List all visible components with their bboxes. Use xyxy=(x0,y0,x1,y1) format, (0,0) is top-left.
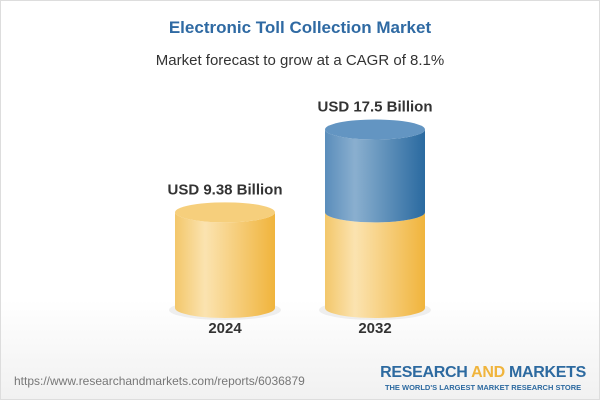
cylinder-top xyxy=(175,202,275,223)
cylinder-chart: USD 9.38 Billion 2024 USD 17.5 Billion 2032 xyxy=(167,99,432,338)
logo-tagline: THE WORLD'S LARGEST MARKET RESEARCH STOR… xyxy=(384,383,582,392)
cylinder-bar-growth xyxy=(325,129,425,223)
source-url[interactable]: https://www.researchandmarkets.com/repor… xyxy=(14,374,305,388)
data-label: USD 9.38 Billion xyxy=(167,181,282,198)
cylinder-bar-base xyxy=(325,212,425,318)
cylinder-top xyxy=(325,119,425,140)
cylinder-bar-base xyxy=(175,212,275,318)
category-label: 2024 xyxy=(208,320,242,337)
chart-subtitle: Market forecast to grow at a CAGR of 8.1… xyxy=(155,52,445,69)
data-label: USD 17.5 Billion xyxy=(317,99,432,116)
research-and-markets-logo: RESEARCH AND MARKETS THE WORLD'S LARGEST… xyxy=(380,364,586,392)
chart-title: Electronic Toll Collection Market xyxy=(168,18,432,37)
category-label: 2032 xyxy=(358,320,391,337)
